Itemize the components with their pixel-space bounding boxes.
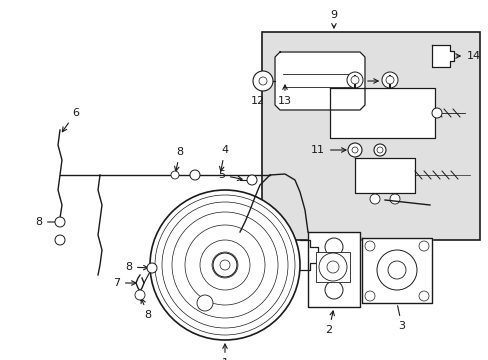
- Polygon shape: [354, 158, 414, 193]
- Circle shape: [369, 194, 379, 204]
- Polygon shape: [274, 52, 364, 110]
- Text: 2: 2: [325, 311, 334, 335]
- Text: 12: 12: [250, 85, 264, 106]
- Circle shape: [346, 72, 362, 88]
- Bar: [315, 252, 349, 282]
- Circle shape: [418, 291, 428, 301]
- Text: 1: 1: [221, 344, 228, 360]
- Text: 8: 8: [35, 217, 57, 227]
- Circle shape: [347, 143, 361, 157]
- Text: 14: 14: [455, 51, 480, 61]
- Circle shape: [318, 253, 346, 281]
- Text: 8: 8: [124, 262, 148, 272]
- Circle shape: [252, 71, 272, 91]
- Circle shape: [350, 76, 358, 84]
- Circle shape: [55, 235, 65, 245]
- Circle shape: [431, 108, 441, 118]
- Circle shape: [259, 77, 266, 85]
- Circle shape: [387, 261, 405, 279]
- Text: 10: 10: [367, 76, 398, 86]
- Text: 7: 7: [113, 278, 136, 288]
- Circle shape: [150, 190, 299, 340]
- Circle shape: [381, 72, 397, 88]
- Text: 8: 8: [174, 147, 183, 171]
- Text: 9: 9: [330, 10, 337, 28]
- Circle shape: [246, 175, 257, 185]
- Text: 11: 11: [310, 145, 346, 155]
- Bar: [262, 32, 479, 240]
- Text: 4: 4: [219, 145, 228, 171]
- Text: 8: 8: [141, 299, 151, 320]
- Circle shape: [373, 144, 385, 156]
- Polygon shape: [329, 88, 434, 138]
- Text: 5: 5: [218, 170, 242, 180]
- Text: 6: 6: [62, 108, 79, 132]
- Text: 13: 13: [278, 85, 291, 106]
- Circle shape: [385, 76, 393, 84]
- Circle shape: [376, 147, 382, 153]
- Circle shape: [351, 147, 357, 153]
- Circle shape: [389, 194, 399, 204]
- Text: 3: 3: [397, 306, 405, 331]
- Circle shape: [171, 171, 179, 179]
- Circle shape: [135, 290, 145, 300]
- Circle shape: [326, 261, 338, 273]
- Circle shape: [220, 260, 229, 270]
- Circle shape: [55, 217, 65, 227]
- Polygon shape: [361, 238, 431, 303]
- Circle shape: [325, 281, 342, 299]
- Circle shape: [147, 263, 157, 273]
- Circle shape: [418, 241, 428, 251]
- Circle shape: [325, 238, 342, 256]
- Circle shape: [364, 241, 374, 251]
- Polygon shape: [431, 45, 453, 67]
- Circle shape: [376, 250, 416, 290]
- Polygon shape: [307, 232, 359, 307]
- Circle shape: [190, 170, 200, 180]
- Circle shape: [213, 253, 237, 277]
- Circle shape: [197, 295, 213, 311]
- Circle shape: [364, 291, 374, 301]
